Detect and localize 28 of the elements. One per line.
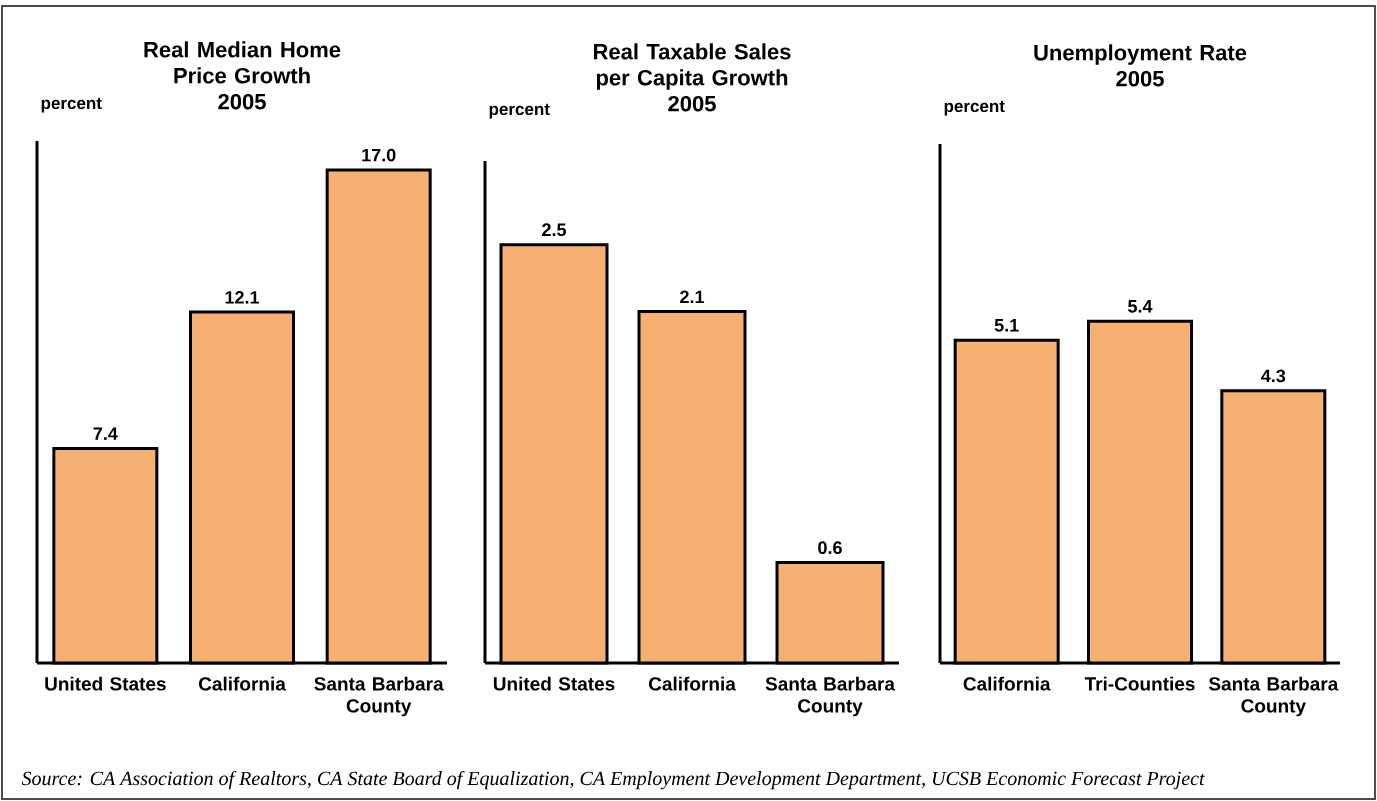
chart-title: Real Taxable Sales per Capita Growth <box>594 43 791 90</box>
x-tick-label: Santa Barbara County <box>314 676 444 717</box>
chart-subtitle: 2005 <box>218 93 266 110</box>
x-tick-label: Santa Barbara County <box>765 676 896 717</box>
x-tick-label: United States <box>45 676 166 691</box>
y-axis-title: percent <box>944 100 1005 116</box>
x-tick-label: California <box>963 676 1051 691</box>
x-tick-label: California <box>198 676 286 691</box>
data-label: 2.1 <box>680 290 705 304</box>
data-label: 12.1 <box>225 290 260 304</box>
y-axis-title: percent <box>41 97 102 113</box>
data-label: 5.4 <box>1128 300 1153 313</box>
chart-title: Real Median Home Price Growth <box>144 41 341 84</box>
data-label: 2.5 <box>542 223 567 237</box>
data-label: 7.4 <box>93 427 118 440</box>
data-label: 4.3 <box>1261 369 1286 383</box>
data-label: 17.0 <box>362 148 396 162</box>
x-tick-label: Santa Barbara County <box>1208 676 1339 717</box>
data-label: 5.1 <box>994 319 1019 332</box>
x-tick-label: United States <box>493 676 615 691</box>
data-label: 0.6 <box>818 541 842 555</box>
x-tick-label: California <box>648 676 736 691</box>
chart-subtitle: 2005 <box>668 95 716 112</box>
x-tick-label: Tri-Counties <box>1084 676 1195 691</box>
y-axis-title: percent <box>489 103 550 119</box>
source-note: Source: CA Association of Realtors, CA State Board of Equalization, CA Employment Development Department, UCSB Economic Forecast Project <box>21 770 1205 790</box>
chart-subtitle: 2005 <box>1116 70 1164 87</box>
chart-title: Unemployment Rate <box>1034 44 1247 65</box>
